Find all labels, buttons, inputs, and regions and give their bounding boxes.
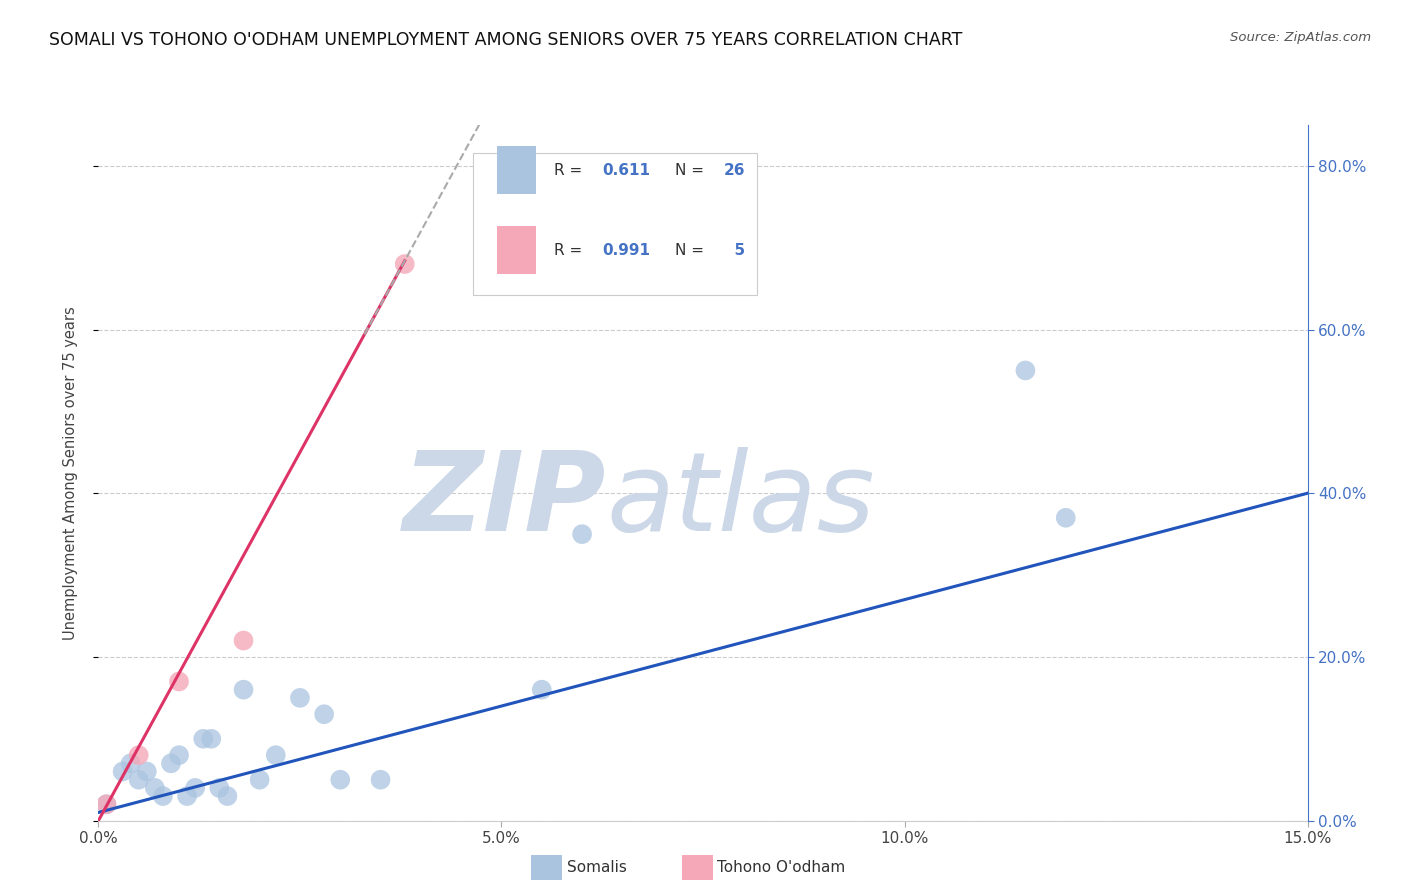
Text: 26: 26 [724, 162, 745, 178]
Text: R =: R = [554, 162, 588, 178]
FancyBboxPatch shape [474, 153, 758, 295]
Text: 0.611: 0.611 [603, 162, 651, 178]
Point [530, 682, 553, 697]
Text: SOMALI VS TOHONO O'ODHAM UNEMPLOYMENT AMONG SENIORS OVER 75 YEARS CORRELATION CH: SOMALI VS TOHONO O'ODHAM UNEMPLOYMENT AM… [49, 31, 963, 49]
Point [200, 731, 222, 746]
Y-axis label: Unemployment Among Seniors over 75 years: Unemployment Among Seniors over 75 years [63, 306, 77, 640]
Point [232, 682, 254, 697]
Point [193, 731, 215, 746]
Point [571, 527, 593, 541]
Point [135, 764, 157, 779]
Point [96, 797, 118, 812]
Point [249, 772, 271, 787]
Text: N =: N = [675, 243, 709, 258]
Point [394, 257, 416, 271]
Point [184, 780, 207, 795]
Point [96, 797, 118, 812]
Point [1054, 510, 1077, 524]
Point [370, 772, 392, 787]
FancyBboxPatch shape [498, 226, 536, 275]
Point [152, 789, 174, 803]
Point [288, 690, 311, 705]
Text: N =: N = [675, 162, 709, 178]
Text: 5: 5 [724, 243, 745, 258]
Text: 0.991: 0.991 [603, 243, 651, 258]
Text: Somalis: Somalis [567, 860, 627, 874]
Point [1014, 363, 1036, 377]
Point [143, 780, 166, 795]
Point [314, 707, 336, 722]
Point [128, 772, 150, 787]
Point [128, 748, 150, 763]
Point [111, 764, 134, 779]
Text: ZIP: ZIP [402, 447, 606, 554]
Point [208, 780, 231, 795]
Point [329, 772, 352, 787]
Point [160, 756, 183, 771]
Text: Tohono O'odham: Tohono O'odham [717, 860, 845, 874]
Point [176, 789, 198, 803]
Point [217, 789, 239, 803]
Point [232, 633, 254, 648]
Point [120, 756, 142, 771]
Point [167, 748, 190, 763]
Point [264, 748, 287, 763]
Text: Source: ZipAtlas.com: Source: ZipAtlas.com [1230, 31, 1371, 45]
Text: atlas: atlas [606, 447, 875, 554]
Point [167, 674, 190, 689]
Text: R =: R = [554, 243, 588, 258]
FancyBboxPatch shape [498, 145, 536, 194]
